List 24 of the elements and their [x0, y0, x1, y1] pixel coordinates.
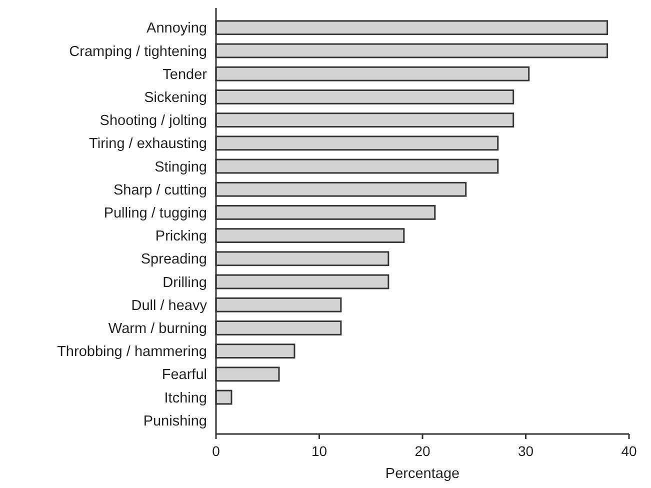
y-tick-label: Throbbing / hammering [57, 344, 207, 360]
x-tick-label: 40 [621, 443, 637, 459]
y-tick-label: Punishing [143, 413, 207, 430]
y-tick-label: Shooting / jolting [100, 113, 207, 130]
x-tick-label: 0 [212, 443, 220, 459]
x-tick-label: 30 [518, 443, 534, 459]
y-tick-label: Fearful [162, 367, 207, 384]
x-tick-label: 20 [414, 443, 430, 459]
x-tick-label: 10 [311, 443, 328, 459]
y-tick-label: Tiring / exhausting [89, 136, 207, 152]
y-tick-label: Annoying [146, 20, 207, 37]
y-tick-label: Pricking [155, 228, 207, 245]
y-tick-label: Stinging [154, 159, 207, 176]
y-tick-label: Spreading [140, 252, 207, 268]
y-tick-label: Warm / burning [108, 321, 207, 338]
x-axis-title: Percentage [385, 466, 460, 482]
y-tick-label: Sharp / cutting [114, 182, 207, 198]
y-tick-label: Drilling [162, 274, 207, 291]
y-tick-label: Tender [162, 66, 208, 83]
y-tick-label: Itching [164, 390, 207, 406]
y-tick-label: Sickening [144, 90, 207, 106]
y-tick-label: Pulling / tugging [104, 206, 207, 222]
y-tick-label: Cramping / tightening [69, 44, 207, 60]
y-tick-label: Dull / heavy [131, 298, 208, 314]
